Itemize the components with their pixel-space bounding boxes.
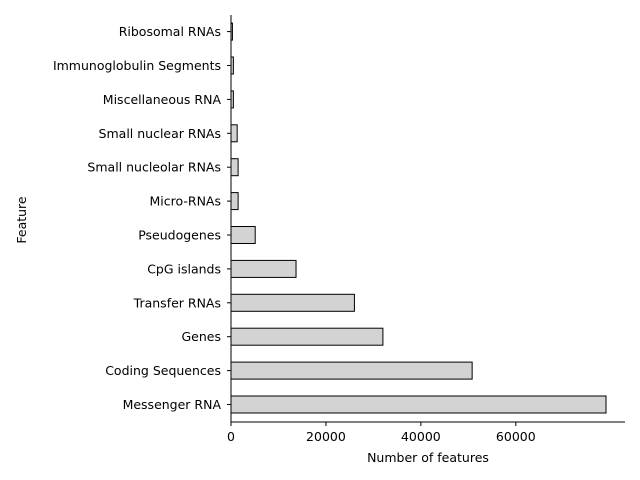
bar-small-nucleolar-rnas (230, 158, 239, 177)
bar-pseudogenes (230, 226, 256, 244)
y-tick-label: Genes (181, 329, 221, 344)
y-tick-label: Transfer RNAs (133, 295, 221, 310)
bar-micro-rnas (230, 192, 239, 211)
y-tick-label: Micro-RNAs (150, 194, 221, 209)
x-tick-label: 40000 (401, 429, 441, 444)
x-ticks: 0 20000 40000 60000 (227, 422, 536, 444)
y-axis-label: Feature (14, 196, 29, 244)
y-tick-label: CpG islands (147, 261, 221, 276)
bars-group (230, 22, 607, 414)
y-tick-label: Coding Sequences (105, 363, 221, 378)
y-tick-label: Small nuclear RNAs (99, 126, 221, 141)
bar-transfer-rnas (230, 293, 355, 312)
y-tick-label: Pseudogenes (138, 228, 221, 243)
x-tick-label: 20000 (306, 429, 346, 444)
bar-small-nuclear-rnas (230, 124, 238, 143)
y-tick-label: Messenger RNA (123, 397, 222, 412)
y-tick-label: Small nucleolar RNAs (87, 160, 221, 175)
category-labels: Messenger RNA Coding Sequences Genes Transf… (53, 24, 231, 412)
y-tick-label: Immunoglobulin Segments (53, 58, 221, 73)
x-tick-label: 0 (227, 429, 235, 444)
bar-messenger-rna (230, 395, 607, 414)
x-tick-label: 60000 (496, 429, 536, 444)
bar-cpg-islands (230, 259, 297, 278)
bar-coding-sequences (230, 361, 473, 380)
y-tick-label: Ribosomal RNAs (119, 24, 221, 39)
x-axis-label: Number of features (367, 450, 489, 465)
bar-genes (230, 327, 384, 346)
y-tick-label: Miscellaneous RNA (103, 92, 222, 107)
